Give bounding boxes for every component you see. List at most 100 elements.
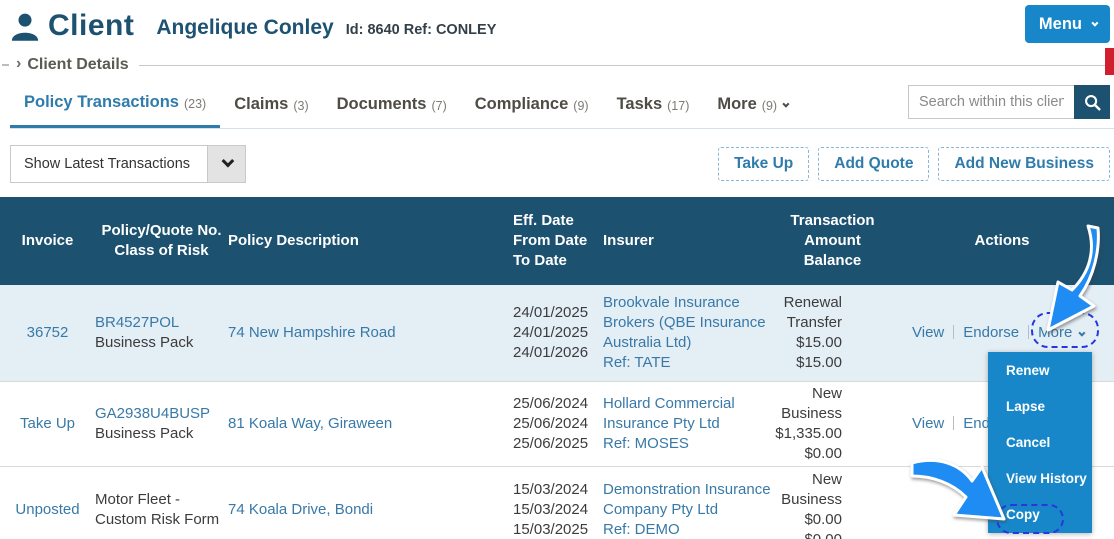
take-up-button[interactable]: Take Up xyxy=(718,147,810,181)
policy-description-link[interactable]: 81 Koala Way, Giraween xyxy=(228,414,393,432)
tab-policy-transactions[interactable]: Policy Transactions (23) xyxy=(10,80,221,128)
tab-label: Policy Transactions xyxy=(24,93,179,111)
dash-divider xyxy=(2,64,9,66)
transaction-balance: $15.00 xyxy=(796,353,842,371)
column-header-policy-description: Policy Description xyxy=(228,232,359,249)
chevron-down-icon xyxy=(221,154,235,168)
column-header-policy-quote: Policy/Quote No. Class of Risk xyxy=(101,222,222,259)
insurer-link[interactable]: Hollard Commercial xyxy=(603,394,735,412)
chevron-down-icon xyxy=(1078,329,1086,337)
policy-description-link[interactable]: 74 New Hampshire Road xyxy=(228,323,396,341)
page-header: Client Angelique Conley Id: 8640 Ref: CO… xyxy=(10,0,1114,52)
add-quote-button[interactable]: Add Quote xyxy=(818,147,930,181)
tab-count: (7) xyxy=(431,98,447,113)
insurer-ref[interactable]: Ref: MOSES xyxy=(603,434,689,452)
transaction-type: Transfer xyxy=(786,313,842,331)
column-header-transaction: Transaction Amount Balance xyxy=(790,212,875,269)
class-of-risk: Motor Fleet - xyxy=(95,491,181,508)
tab-label: More xyxy=(717,94,757,113)
insurer-link[interactable]: Insurance Pty Ltd xyxy=(603,414,720,432)
separator xyxy=(953,415,955,430)
policy-number-link[interactable]: BR4527POL xyxy=(95,313,180,331)
transaction-balance: $0.00 xyxy=(804,444,842,462)
menu-button-label: Menu xyxy=(1038,14,1082,33)
transactions-toolbar: Show Latest Transactions Take Up Add Quo… xyxy=(10,145,1110,183)
from-date: 24/01/2025 xyxy=(513,323,589,341)
tab-documents[interactable]: Documents (7) xyxy=(323,80,461,128)
tab-bar: Policy Transactions (23) Claims (3) Docu… xyxy=(10,80,1114,129)
table-row: Unposted Motor Fleet - Custom Risk Form … xyxy=(0,466,1114,539)
unposted-link[interactable]: Unposted xyxy=(15,501,80,518)
from-date: 25/06/2024 xyxy=(513,414,589,432)
separator xyxy=(1028,324,1030,339)
page-title: Client xyxy=(48,9,135,42)
horizontal-rule xyxy=(138,64,1114,66)
tab-count: (9) xyxy=(573,98,589,113)
insurer-link[interactable]: Australia Ltd) xyxy=(603,333,692,351)
view-action-link[interactable]: View xyxy=(912,414,945,432)
to-date: 25/06/2025 xyxy=(513,434,589,452)
transaction-balance: $0.00 xyxy=(775,530,842,539)
transactions-filter-select[interactable]: Show Latest Transactions xyxy=(10,145,246,183)
tab-label: Claims xyxy=(234,94,289,113)
breadcrumb: › Client Details xyxy=(0,54,1114,76)
chevron-down-icon xyxy=(1091,19,1099,27)
policy-number-link[interactable]: GA2938U4BUSP xyxy=(95,404,211,422)
person-icon xyxy=(11,13,39,41)
tab-claims[interactable]: Claims (3) xyxy=(220,80,322,128)
policy-description-link[interactable]: 74 Koala Drive, Bondi xyxy=(228,501,374,518)
tab-count: (9) xyxy=(761,98,778,113)
search-icon xyxy=(1084,94,1101,111)
tab-compliance[interactable]: Compliance (9) xyxy=(461,80,603,128)
table-row: 36752 BR4527POL Business Pack 74 New Ham… xyxy=(0,285,1114,381)
chevron-right-icon[interactable]: › xyxy=(16,55,22,72)
insurer-link[interactable]: Brookvale Insurance xyxy=(603,293,740,311)
tab-more[interactable]: More (9) xyxy=(703,80,801,128)
invoice-link[interactable]: 36752 xyxy=(26,323,69,341)
endorse-action-link[interactable]: Endorse xyxy=(963,323,1020,341)
transaction-amount: $15.00 xyxy=(796,333,842,351)
transaction-type: New Business xyxy=(781,384,842,422)
transaction-amount: $1,335.00 xyxy=(775,424,842,442)
insurer-link[interactable]: Brokers (QBE Insurance xyxy=(603,313,766,331)
search-input[interactable] xyxy=(908,85,1074,119)
insurer-ref[interactable]: Ref: TATE xyxy=(603,353,671,371)
filter-select-value: Show Latest Transactions xyxy=(24,156,191,172)
menu-item-renew[interactable]: Renew xyxy=(1006,362,1050,378)
tab-label: Tasks xyxy=(616,94,663,113)
view-action-link[interactable]: View xyxy=(912,323,945,341)
table-row: Take Up GA2938U4BUSP Business Pack 81 Ko… xyxy=(0,381,1114,466)
insurer-link[interactable]: Demonstration Insurance xyxy=(603,481,771,498)
tab-count: (17) xyxy=(667,98,690,113)
menu-item-copy[interactable]: Copy xyxy=(1006,507,1040,523)
client-id-ref: Id: 8640 Ref: CONLEY xyxy=(345,22,497,38)
to-date: 24/01/2026 xyxy=(513,343,589,361)
insurer-link[interactable]: Company Pty Ltd xyxy=(603,501,719,518)
menu-item-view-history[interactable]: View History xyxy=(1006,471,1087,487)
insurer-ref[interactable]: Ref: DEMO xyxy=(603,521,680,538)
menu-item-cancel[interactable]: Cancel xyxy=(1006,435,1051,450)
edge-red-tab[interactable] xyxy=(1105,48,1114,75)
transaction-amount: $0.00 xyxy=(804,511,842,528)
eff-date: 25/06/2024 xyxy=(513,394,589,412)
client-name: Angelique Conley xyxy=(156,16,334,39)
column-header-actions: Actions xyxy=(974,232,1030,249)
more-action-link[interactable]: More xyxy=(1038,323,1073,341)
menu-item-lapse[interactable]: Lapse xyxy=(1006,398,1046,414)
tab-tasks[interactable]: Tasks (17) xyxy=(603,80,704,128)
transaction-type: Renewal xyxy=(783,293,842,311)
column-header-dates: Eff. Date From Date To Date xyxy=(513,212,588,269)
class-of-risk: Business Pack xyxy=(95,333,194,351)
add-new-business-button[interactable]: Add New Business xyxy=(938,147,1110,181)
take-up-link[interactable]: Take Up xyxy=(19,414,76,432)
menu-button[interactable]: Menu xyxy=(1024,5,1110,43)
breadcrumb-label[interactable]: Client Details xyxy=(27,56,129,73)
select-caret-box[interactable] xyxy=(207,146,245,182)
eff-date: 24/01/2025 xyxy=(513,303,589,321)
transaction-type: New Business xyxy=(781,471,842,508)
search-button[interactable] xyxy=(1074,85,1110,119)
to-date: 15/03/2025 xyxy=(513,521,589,538)
tab-count: (23) xyxy=(183,97,207,111)
chevron-down-icon xyxy=(782,100,790,108)
